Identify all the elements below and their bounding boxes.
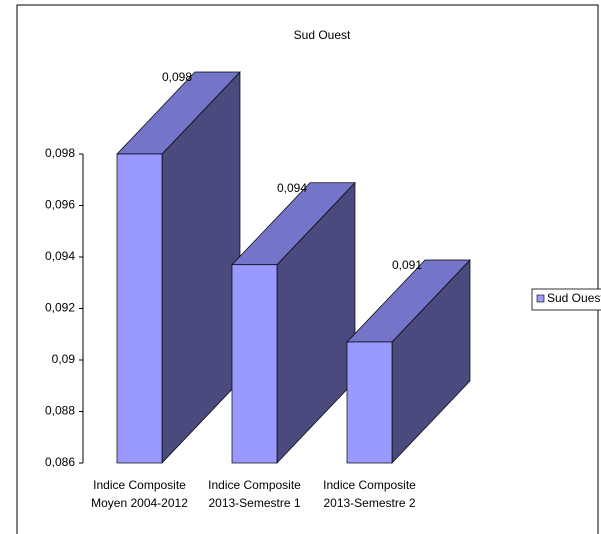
data-label: 0,091 [392, 258, 422, 272]
bar [116, 153, 163, 464]
bar [346, 341, 393, 464]
bar [231, 264, 278, 464]
legend-swatch [536, 294, 545, 303]
data-label: 0,098 [162, 70, 192, 84]
y-tick-label: 0,094 [45, 249, 75, 263]
y-tick-label: 0,086 [45, 455, 75, 469]
legend-label: Sud Ouest [547, 291, 601, 305]
y-tick-label: 0,096 [45, 198, 75, 212]
y-tick-label: 0,098 [45, 146, 75, 160]
legend-box [531, 288, 601, 311]
y-tick-label: 0,088 [45, 404, 75, 418]
x-tick-label: Indice Composite 2013-Semestre 1 [208, 478, 301, 510]
y-tick-label: 0,092 [45, 301, 75, 315]
chart-title: Sud Ouest [294, 28, 351, 42]
x-tick-label: Indice Composite 2013-Semestre 2 [323, 478, 416, 510]
y-tick-label: 0,09 [52, 352, 76, 366]
chart-border [16, 4, 599, 534]
x-tick-label: Indice Composite Moyen 2004-2012 [91, 478, 188, 510]
data-label: 0,094 [277, 181, 307, 195]
